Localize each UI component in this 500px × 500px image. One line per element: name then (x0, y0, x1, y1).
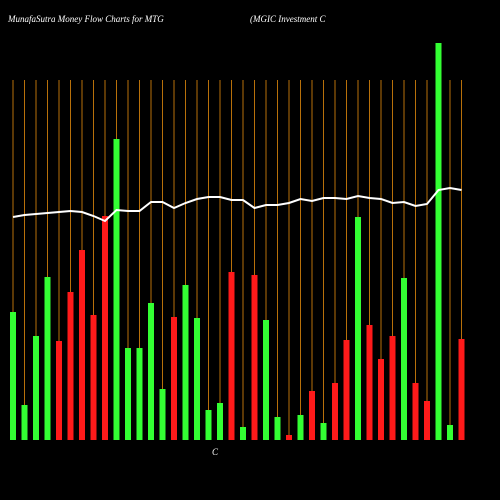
bar (435, 43, 442, 440)
bar (148, 303, 154, 440)
bar (320, 423, 327, 440)
bar (412, 383, 419, 440)
bar (401, 278, 407, 440)
bar (67, 292, 74, 440)
bar (125, 348, 131, 440)
chart-title: MunafaSutra Money Flow Charts for MTG (7, 14, 164, 24)
chart-subtitle: (MGIC Investment C (250, 14, 326, 24)
bar (228, 272, 235, 440)
bar (136, 348, 143, 440)
bar (182, 285, 189, 440)
x-axis-label: C (212, 447, 219, 457)
bar (378, 359, 384, 440)
bar (286, 435, 292, 440)
bar (194, 318, 200, 440)
bar (251, 275, 258, 440)
bar (366, 325, 373, 440)
bar (205, 410, 212, 440)
bar (56, 341, 62, 440)
bar (79, 250, 85, 440)
bar (424, 401, 430, 440)
bar (240, 427, 246, 440)
bar (102, 216, 108, 440)
bar (263, 320, 269, 440)
bar (297, 415, 304, 440)
bar (389, 336, 396, 440)
bar (44, 277, 51, 440)
price-line (12, 186, 462, 223)
bar (458, 339, 465, 440)
bar (113, 139, 120, 440)
bar (33, 336, 39, 440)
bar (171, 317, 177, 440)
bar (355, 217, 361, 440)
bar (343, 340, 350, 440)
bar (10, 312, 16, 440)
bar (217, 403, 223, 440)
bar (21, 405, 28, 440)
bar (332, 383, 338, 440)
bar (447, 425, 453, 440)
bar (90, 315, 97, 440)
bar (274, 417, 281, 440)
bar (309, 391, 315, 440)
bar (159, 389, 166, 440)
